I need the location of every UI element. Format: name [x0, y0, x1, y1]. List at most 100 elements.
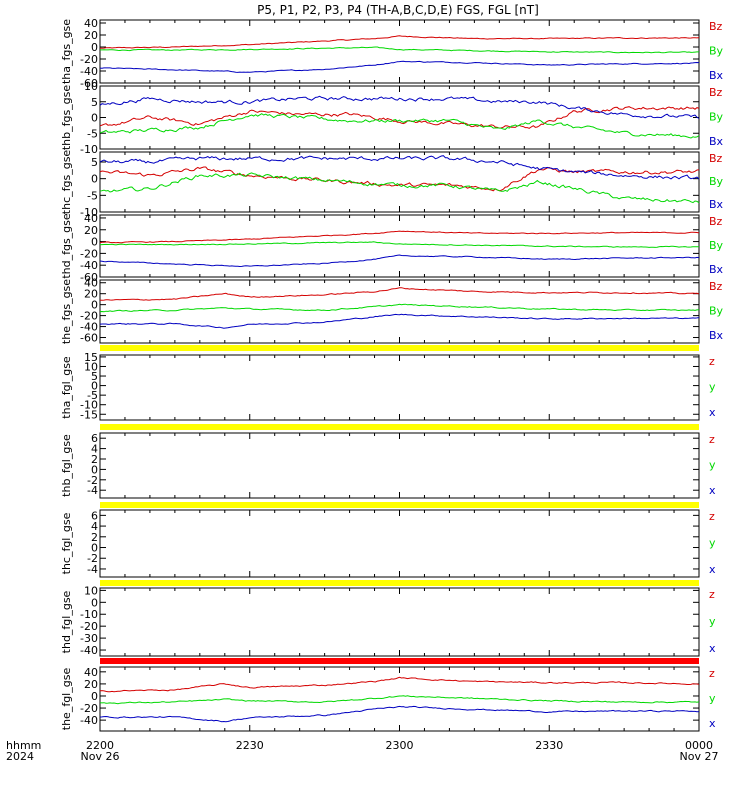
y-tick-label: -20 [80, 53, 98, 66]
legend-entry: Bz [709, 152, 723, 165]
quality-flag-bar [100, 580, 699, 586]
legend-entry: x [709, 484, 716, 497]
legend-entry: Bx [709, 69, 724, 82]
y-tick-label: 6 [91, 432, 98, 445]
series-line-Bz [99, 230, 700, 244]
legend-entry: z [709, 588, 715, 601]
legend-entry: x [709, 642, 716, 655]
panel-frame [99, 666, 700, 732]
panel-thb_fgs_gse: 10 5 0 -5 -10 thb_fgs_gse Bz By Bx [60, 80, 724, 156]
chart-title: P5, P1, P2, P3, P4 (TH-A,B,C,D,E) FGS, F… [257, 3, 539, 17]
legend-entry: y [709, 381, 716, 394]
time-tick-sublabel: Nov 26 [81, 750, 120, 763]
legend-entry: By [709, 175, 724, 188]
y-tick-label: 4 [91, 443, 98, 456]
y-tick-label: -40 [80, 321, 98, 334]
y-tick-label: 40 [84, 666, 98, 679]
series-line-Bx [99, 313, 700, 329]
legend-entry: z [709, 510, 715, 523]
panel-frame [99, 214, 700, 278]
legend-entry: z [709, 433, 715, 446]
legend-entry: Bx [709, 135, 724, 148]
y-tick-label: 20 [84, 288, 98, 301]
y-tick-label: -40 [80, 259, 98, 272]
y-axis-label: thb_fgs_gse [60, 85, 73, 151]
y-tick-label: 0 [91, 41, 98, 54]
y-tick-label: -4 [87, 563, 98, 576]
series-line-Bx [99, 60, 700, 73]
legend-entry: Bz [709, 215, 723, 228]
quality-flag-bar [100, 502, 699, 508]
y-tick-label: 15 [84, 351, 98, 364]
time-tick-label: 2200 [86, 739, 114, 752]
y-tick-label: -10 [80, 399, 98, 412]
y-tick-label: -40 [80, 644, 98, 657]
time-tick-label: 0000 [685, 739, 713, 752]
time-tick-label: 2300 [386, 739, 414, 752]
quality-flag-bar [100, 424, 699, 430]
y-tick-label: 10 [84, 360, 98, 373]
series-line-Bz [99, 106, 700, 129]
y-tick-label: -5 [87, 127, 98, 140]
y-tick-label: 0 [91, 596, 98, 609]
y-tick-label: -40 [80, 714, 98, 727]
series-line-By [99, 303, 700, 313]
y-tick-label: -30 [80, 632, 98, 645]
y-tick-label: -60 [80, 77, 98, 90]
y-tick-label: 5 [91, 96, 98, 109]
y-tick-label: 10 [84, 584, 98, 597]
y-tick-label: 2 [91, 453, 98, 466]
legend-entry: y [709, 537, 716, 550]
y-tick-label: -60 [80, 271, 98, 284]
legend-entry: By [709, 305, 724, 318]
time-axis-row1-label: hhmm [6, 739, 41, 752]
series-line-z [99, 676, 700, 693]
panel-frame [99, 279, 700, 344]
y-tick-label: 0 [91, 173, 98, 186]
panel-frame [99, 432, 700, 499]
series-line-Bz [99, 166, 700, 192]
y-tick-label: 6 [91, 509, 98, 522]
y-tick-label: 20 [84, 29, 98, 42]
legend-entry: Bz [709, 280, 723, 293]
panel-frame [99, 151, 700, 213]
legend-entry: x [709, 406, 716, 419]
y-tick-label: 5 [91, 156, 98, 169]
y-tick-label: 0 [91, 236, 98, 249]
y-tick-label: 40 [84, 277, 98, 290]
panel-thd_fgl_gse: 100-10-20-30-40 thd_fgl_gse z y x [60, 580, 716, 657]
series-line-y [99, 695, 700, 705]
y-tick-label: -10 [80, 206, 98, 219]
series-line-x [99, 705, 700, 723]
legend-entry: Bz [709, 20, 723, 33]
y-tick-label: 0 [91, 463, 98, 476]
legend-entry: Bx [709, 263, 724, 276]
legend-entry: y [709, 459, 716, 472]
quality-flag-bar [100, 658, 699, 664]
legend-entry: Bz [709, 86, 723, 99]
y-tick-label: -15 [80, 408, 98, 421]
y-tick-label: 0 [91, 380, 98, 393]
y-tick-label: -2 [87, 552, 98, 565]
y-axis-label: the_fgl_gse [60, 668, 73, 731]
legend-entry: By [709, 239, 724, 252]
legend-entry: x [709, 717, 716, 730]
y-axis-label: thd_fgl_gse [60, 590, 73, 653]
series-line-Bz [99, 287, 700, 301]
y-tick-label: -10 [80, 143, 98, 156]
panel-frame [99, 85, 700, 150]
legend-entry: y [709, 615, 716, 628]
legend-entry: By [709, 111, 724, 124]
y-tick-label: 0 [91, 299, 98, 312]
y-tick-label: -2 [87, 474, 98, 487]
